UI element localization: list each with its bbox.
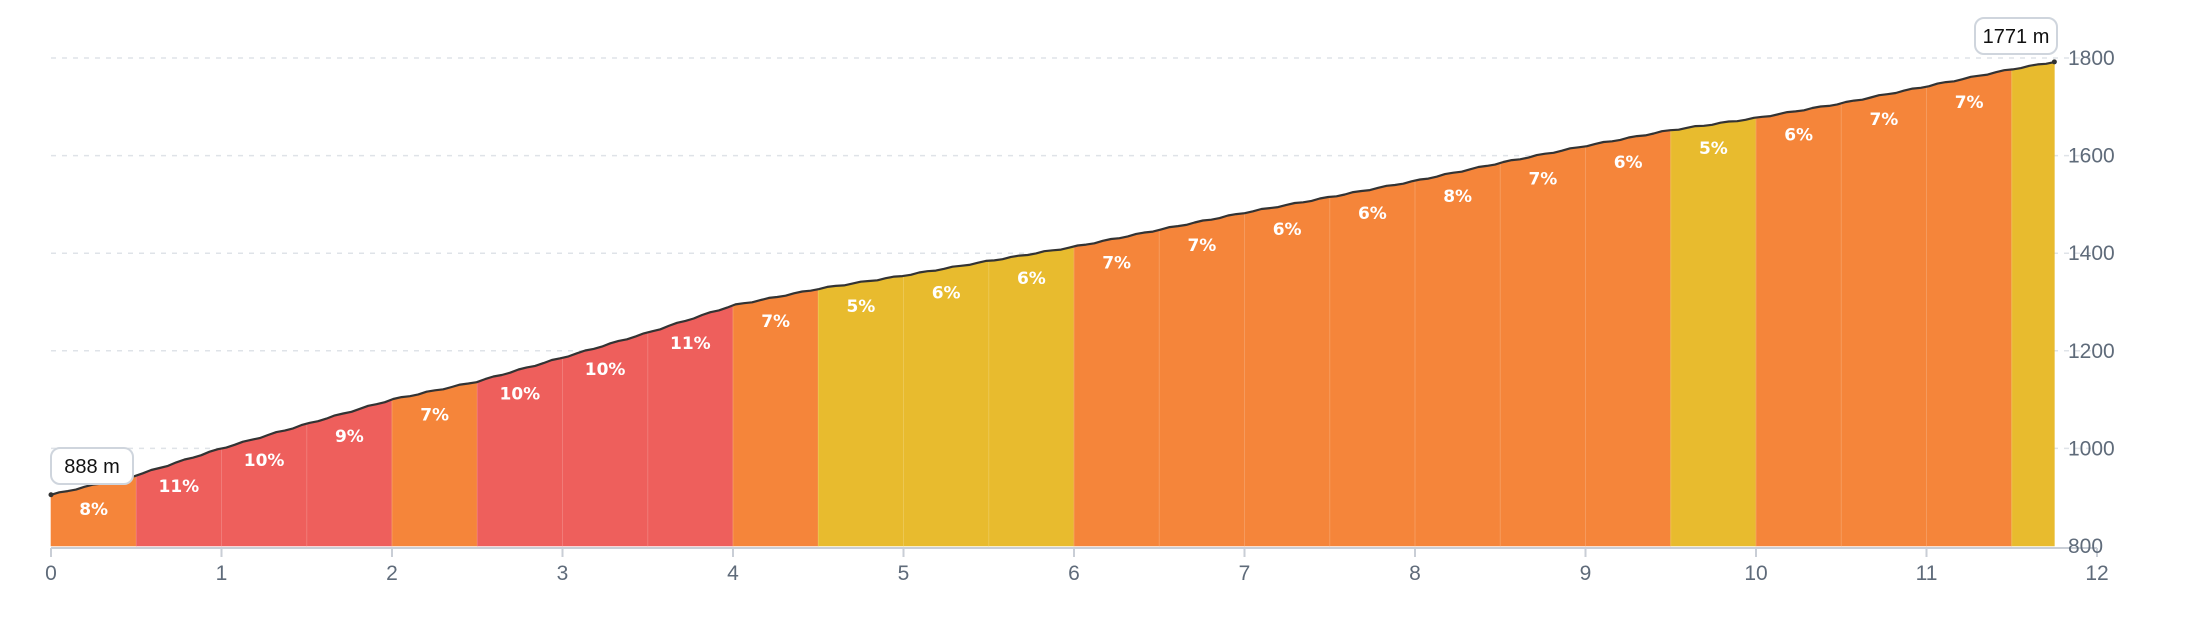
grade-label: 7% bbox=[1102, 253, 1131, 273]
start-elevation-label-box bbox=[50, 447, 134, 485]
grade-segment bbox=[903, 260, 990, 547]
grade-label: 6% bbox=[1358, 204, 1387, 224]
grade-segment bbox=[1926, 68, 2013, 547]
grade-segment bbox=[988, 246, 1075, 547]
grade-label: 6% bbox=[1784, 126, 1813, 146]
y-tick-label: 1800 bbox=[2068, 47, 2115, 70]
grade-segment bbox=[1244, 196, 1331, 547]
y-tick-label: 1400 bbox=[2068, 242, 2115, 265]
x-tick-label: 9 bbox=[1580, 562, 1592, 585]
grade-label: 6% bbox=[1614, 153, 1643, 173]
grade-label: 10% bbox=[585, 360, 626, 380]
grade-label: 7% bbox=[420, 406, 449, 426]
grade-segment bbox=[1755, 103, 1842, 547]
start-elevation-label-text: 888 m bbox=[64, 456, 120, 478]
grade-segment bbox=[1158, 212, 1245, 547]
elevation-callouts: 888 m 1771 m bbox=[48, 17, 2058, 498]
grade-label: 6% bbox=[932, 283, 961, 303]
x-tick-label: 2 bbox=[386, 562, 398, 585]
x-tick-label: 6 bbox=[1068, 562, 1080, 585]
grade-label: 9% bbox=[335, 427, 364, 447]
grade-segment bbox=[1414, 162, 1501, 547]
grade-labels: 8% 11% 10% 9% 7% 10% 10% 11% 7% 5% 6% 6% 7% 7% 6% 6% 8% 7… bbox=[79, 93, 1983, 520]
grade-label: 7% bbox=[1869, 110, 1898, 130]
grade-label: 7% bbox=[761, 312, 790, 332]
x-tick-label: 3 bbox=[557, 562, 569, 585]
x-tick-label: 0 bbox=[45, 562, 57, 585]
grade-label: 8% bbox=[1443, 187, 1472, 207]
grade-label: 11% bbox=[670, 334, 711, 354]
y-tick-label: 800 bbox=[2068, 535, 2103, 558]
grade-segment bbox=[135, 447, 222, 547]
x-tick-label: 10 bbox=[1744, 562, 1767, 585]
grade-segment bbox=[1073, 229, 1160, 547]
end-elevation-label-text: 1771 m bbox=[1983, 26, 2050, 48]
grade-segment bbox=[2011, 61, 2055, 547]
grade-segment bbox=[1499, 145, 1586, 547]
grade-label: 7% bbox=[1955, 93, 1984, 113]
grade-label: 10% bbox=[500, 385, 541, 405]
grade-label: 7% bbox=[1528, 169, 1557, 189]
end-elevation-label-marker bbox=[2051, 59, 2057, 65]
x-tick-label: 11 bbox=[1916, 562, 1938, 585]
x-tick-label: 12 bbox=[2085, 562, 2108, 585]
profile-outline bbox=[50, 61, 2055, 496]
x-tick-label: 5 bbox=[898, 562, 910, 585]
x-tick-label: 1 bbox=[216, 562, 228, 585]
grade-segment bbox=[221, 423, 308, 547]
grade-label: 6% bbox=[1017, 269, 1046, 289]
y-tick-label: 1000 bbox=[2068, 437, 2115, 460]
y-tick-label: 1600 bbox=[2068, 145, 2115, 168]
grade-label: 7% bbox=[1187, 236, 1216, 256]
start-elevation-label-marker bbox=[48, 492, 54, 498]
y-tick-label: 1200 bbox=[2068, 340, 2115, 363]
grade-segment bbox=[1670, 117, 1757, 547]
end-elevation-label-box bbox=[1974, 17, 2058, 55]
grade-label: 11% bbox=[159, 477, 200, 497]
grade-label: 5% bbox=[1699, 139, 1728, 159]
grade-segment bbox=[1840, 85, 1927, 547]
grade-label: 10% bbox=[244, 451, 285, 471]
x-tick-label: 8 bbox=[1409, 562, 1421, 585]
grade-label: 8% bbox=[79, 500, 108, 520]
grade-label: 6% bbox=[1273, 220, 1302, 240]
grade-segment bbox=[1585, 129, 1672, 547]
elevation-area bbox=[50, 61, 2055, 547]
grade-segment bbox=[1329, 180, 1416, 547]
grade-label: 5% bbox=[846, 297, 875, 317]
x-tick-label: 7 bbox=[1239, 562, 1251, 585]
x-tick-label: 4 bbox=[727, 562, 739, 585]
